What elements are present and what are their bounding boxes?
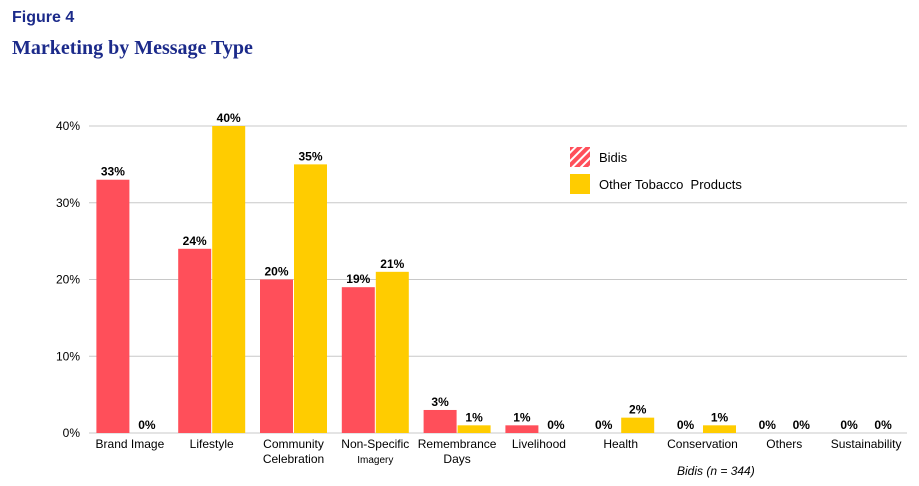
y-tick-label: 20% xyxy=(56,273,80,287)
x-category-label: Days xyxy=(443,452,470,466)
data-label-other-tobacco: 35% xyxy=(298,149,322,163)
data-label-other-tobacco: 0% xyxy=(874,418,892,432)
x-category-label: Brand Image xyxy=(96,437,165,451)
bar-other-tobacco xyxy=(457,425,491,433)
y-tick-label: 30% xyxy=(56,196,80,210)
data-label-bidis: 24% xyxy=(183,234,207,248)
x-category-label: Imagery xyxy=(357,455,393,466)
x-category-label: Health xyxy=(603,437,638,451)
x-axis-categories: Brand Image Lifestyle CommunityCelebration… xyxy=(96,437,902,466)
legend: Bidis Other Tobacco Products xyxy=(570,147,742,194)
bar-bidis xyxy=(178,248,212,433)
data-label-other-tobacco: 2% xyxy=(629,403,647,417)
y-tick-label: 10% xyxy=(56,349,80,363)
bar-other-tobacco xyxy=(703,425,736,433)
data-label-other-tobacco: 40% xyxy=(217,111,241,125)
bar-other-tobacco xyxy=(621,417,655,433)
data-label-bidis: 0% xyxy=(759,418,777,432)
data-label-other-tobacco: 1% xyxy=(711,410,729,424)
data-label-bidis: 33% xyxy=(101,165,125,179)
bar-bidis xyxy=(423,409,457,433)
sample-size-note: Bidis (n = 344) xyxy=(677,464,755,478)
x-category-label: Non-Specific xyxy=(341,437,409,451)
legend-label-other: Other Tobacco Products xyxy=(599,177,742,192)
data-label-bidis: 20% xyxy=(264,265,288,279)
grid-lines xyxy=(89,125,907,434)
x-category-label: Others xyxy=(766,437,802,451)
y-tick-label: 40% xyxy=(56,119,80,133)
data-label-other-tobacco: 0% xyxy=(138,418,156,432)
bar-other-tobacco xyxy=(212,126,246,433)
data-label-bidis: 1% xyxy=(513,410,531,424)
x-category-label: Sustainability xyxy=(831,437,902,451)
bar-bidis xyxy=(96,179,130,433)
x-category-label: Community xyxy=(263,437,324,451)
figure-title: Marketing by Message Type xyxy=(12,37,253,59)
legend-label-bidis: Bidis xyxy=(599,150,628,165)
x-category-label: Livelihood xyxy=(512,437,566,451)
data-label-bidis: 0% xyxy=(595,418,613,432)
y-axis-ticks: 0% 10% 20% 30% 40% xyxy=(56,119,80,440)
bar-other-tobacco xyxy=(375,271,409,433)
data-label-bidis: 0% xyxy=(840,418,858,432)
x-category-label: Lifestyle xyxy=(190,437,234,451)
data-label-bidis: 19% xyxy=(346,272,370,286)
bar-bidis xyxy=(341,287,375,433)
x-category-label: Conservation xyxy=(667,437,738,451)
bar-bidis xyxy=(505,425,539,433)
y-tick-label: 0% xyxy=(63,426,81,440)
data-label-bidis: 3% xyxy=(431,395,449,409)
data-label-other-tobacco: 0% xyxy=(547,418,565,432)
x-category-label: Celebration xyxy=(263,452,324,466)
data-label-other-tobacco: 1% xyxy=(465,410,483,424)
legend-swatch-bidis xyxy=(570,147,590,167)
data-label-other-tobacco: 21% xyxy=(380,257,404,271)
legend-swatch-other xyxy=(570,174,590,194)
data-labels: 33% 0% 24% 40% 20% 35% 19% 21% 3% 1% 1% 0% 0% 2% 0% 1% 0… xyxy=(101,111,892,432)
data-label-bidis: 0% xyxy=(677,418,695,432)
x-category-label: Remembrance xyxy=(418,437,497,451)
bar-other-tobacco xyxy=(294,164,327,433)
bars xyxy=(96,126,736,433)
figure-label: Figure 4 xyxy=(12,9,75,26)
bar-bidis xyxy=(260,279,293,433)
data-label-other-tobacco: 0% xyxy=(793,418,811,432)
